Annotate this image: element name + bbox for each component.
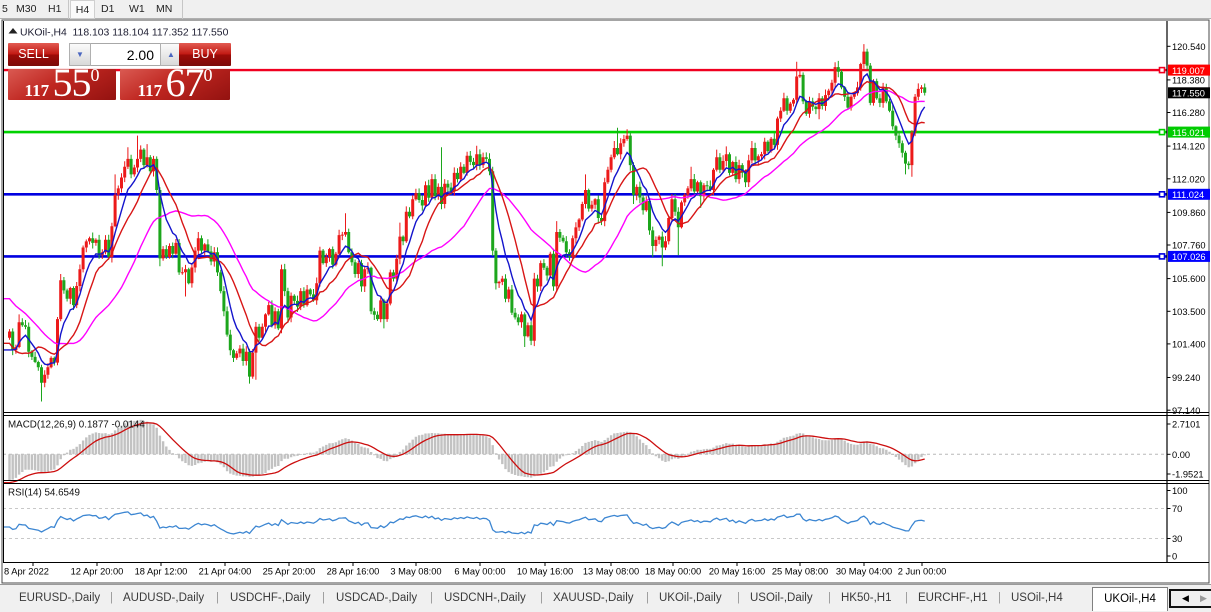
svg-text:UKOil-,H4 118.103 118.104 117: UKOil-,H4 118.103 118.104 117.352 117.55… <box>20 28 229 39</box>
svg-text:115.021: 115.021 <box>1172 128 1205 138</box>
svg-text:100: 100 <box>1172 486 1188 496</box>
svg-text:107.026: 107.026 <box>1172 252 1206 262</box>
svg-text:21 Apr 04:00: 21 Apr 04:00 <box>199 567 252 577</box>
svg-text:18 May 00:00: 18 May 00:00 <box>645 567 701 577</box>
svg-text:99.240: 99.240 <box>1172 373 1200 383</box>
svg-text:111.024: 111.024 <box>1172 190 1204 200</box>
svg-text:97.140: 97.140 <box>1172 406 1200 416</box>
svg-text:30: 30 <box>1172 534 1182 544</box>
svg-text:6 May 00:00: 6 May 00:00 <box>454 567 505 577</box>
svg-text:117.550: 117.550 <box>1172 89 1205 99</box>
svg-text:116.280: 116.280 <box>1172 108 1205 118</box>
svg-text:107.760: 107.760 <box>1172 241 1206 251</box>
svg-text:18 Apr 12:00: 18 Apr 12:00 <box>135 567 188 577</box>
svg-text:25 Apr 20:00: 25 Apr 20:00 <box>263 567 316 577</box>
svg-text:103.500: 103.500 <box>1172 307 1206 317</box>
svg-text:120.540: 120.540 <box>1172 42 1206 52</box>
svg-text:2 Jun 00:00: 2 Jun 00:00 <box>898 567 947 577</box>
svg-text:109.860: 109.860 <box>1172 208 1206 218</box>
svg-text:0: 0 <box>1172 552 1177 562</box>
svg-text:2.7101: 2.7101 <box>1172 420 1200 430</box>
svg-text:RSI(14) 54.6549: RSI(14) 54.6549 <box>8 488 80 499</box>
svg-text:3 May 08:00: 3 May 08:00 <box>390 567 441 577</box>
svg-text:10 May 16:00: 10 May 16:00 <box>517 567 573 577</box>
svg-text:114.120: 114.120 <box>1172 142 1205 152</box>
svg-text:25 May 08:00: 25 May 08:00 <box>772 567 828 577</box>
svg-text:8 Apr 2022: 8 Apr 2022 <box>4 567 49 577</box>
svg-text:0.00: 0.00 <box>1172 450 1190 460</box>
svg-text:-1.9521: -1.9521 <box>1172 470 1204 480</box>
svg-text:118.380: 118.380 <box>1172 76 1205 86</box>
svg-text:112.020: 112.020 <box>1172 174 1205 184</box>
svg-text:105.600: 105.600 <box>1172 274 1206 284</box>
svg-text:20 May 16:00: 20 May 16:00 <box>709 567 765 577</box>
svg-text:12 Apr 20:00: 12 Apr 20:00 <box>71 567 124 577</box>
svg-text:101.400: 101.400 <box>1172 340 1206 350</box>
svg-text:70: 70 <box>1172 504 1182 514</box>
svg-text:13 May 08:00: 13 May 08:00 <box>583 567 639 577</box>
svg-text:30 May 04:00: 30 May 04:00 <box>836 567 892 577</box>
svg-text:119.007: 119.007 <box>1172 66 1205 76</box>
svg-text:28 Apr 16:00: 28 Apr 16:00 <box>327 567 380 577</box>
svg-text:MACD(12,26,9) 0.1877 -0.0144: MACD(12,26,9) 0.1877 -0.0144 <box>8 420 145 431</box>
